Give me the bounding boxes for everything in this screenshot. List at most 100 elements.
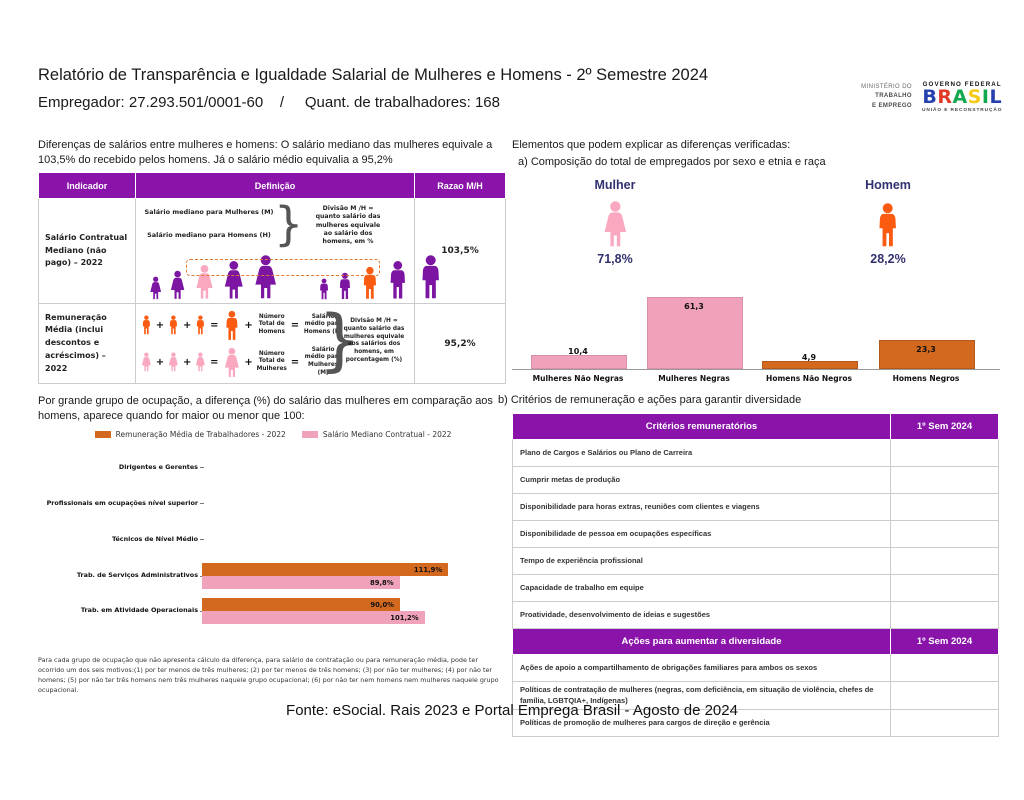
brasil-letter: R	[937, 86, 953, 109]
average-salary-label: Salário médio para Mulheres (M)	[304, 346, 342, 376]
indicator-table-header: Indicador Definição Razao M/H	[38, 172, 506, 199]
man-icon	[142, 315, 150, 335]
legend-item: Remuneração Média de Trabalhadores - 202…	[94, 430, 286, 439]
woman-icon	[141, 352, 151, 372]
criteria-text: Políticas de contratação de mulheres (ne…	[512, 681, 891, 710]
brasil-letter: I	[981, 86, 990, 109]
people-pictogram-row	[148, 254, 445, 300]
bar-value-label: 89,8%	[370, 578, 394, 587]
man-silhouette-icon	[879, 203, 897, 247]
ratio-value: 95,2%	[414, 303, 506, 384]
bar	[879, 340, 975, 369]
chart-footnote: Para cada grupo de ocupação que não apre…	[38, 656, 499, 694]
criteria-header-row: Ações para aumentar a diversidade 1º Sem …	[512, 628, 999, 655]
occupation-category-label: Trab. de Serviços Administrativos	[76, 571, 198, 579]
section-b-title: b) Critérios de remuneração e ações para…	[498, 394, 802, 406]
definition-diagram: + + = + Número Total de Homens = Salário médio…	[135, 301, 415, 384]
source-footer: Fonte: eSocial. Rais 2023 e Portal Empre…	[286, 702, 738, 719]
brace-icon: }	[318, 301, 362, 380]
ministry-line1: MINISTÉRIO DO	[861, 84, 912, 91]
period-value-cell	[890, 654, 999, 682]
chart-legend: Remuneração Média de Trabalhadores - 202…	[38, 430, 508, 439]
equals-operator: =	[210, 356, 219, 368]
woman-icon	[224, 261, 243, 299]
total-count-label: Número Total de Mulheres	[256, 350, 287, 372]
criteria-text: Disponibilidade de pessoa em ocupações e…	[512, 520, 891, 548]
bar-value-label: 10,4	[568, 347, 588, 356]
category-label: Mulheres Negras	[658, 374, 730, 383]
category-label: Mulheres Não Negras	[532, 374, 624, 383]
average-salary-label: Salário médio para Homens (H)	[303, 313, 343, 335]
plus-operator: +	[155, 356, 165, 368]
woman-icon	[169, 352, 179, 372]
criteria-text: Plano de Cargos e Salários ou Plano de C…	[512, 439, 891, 467]
men-average-formula: + + = + Número Total de Homens = Salário médio…	[140, 308, 344, 342]
bar	[531, 355, 627, 369]
plus-operator: +	[182, 319, 192, 331]
occupation-intro: Por grande grupo de ocupação, a diferenç…	[38, 395, 493, 422]
brasil-letter: A	[952, 86, 968, 109]
median-men-label: Salário mediano para Homens (H)	[147, 231, 271, 239]
woman-silhouette-icon	[604, 201, 626, 247]
ministry-line2: TRABALHO	[875, 93, 912, 100]
occupation-category-label: Dirigentes e Gerentes	[118, 462, 198, 471]
bar	[202, 562, 449, 576]
woman-icon	[255, 255, 277, 299]
indicator-name: Salário Contratual Mediano (não pago) – …	[38, 198, 136, 304]
woman-icon	[560, 198, 670, 248]
occupation-bar-chart: Dirigentes e Gerentes Profissionais em oc…	[38, 450, 508, 635]
bar	[762, 361, 858, 369]
employer-workers-line: Empregador: 27.293.501/0001-60 / Quant. …	[38, 94, 500, 111]
highlight-dashed-box	[186, 259, 380, 276]
bar	[647, 296, 743, 369]
bar	[202, 597, 400, 611]
period-value-cell	[890, 681, 999, 710]
col-definicao: Definição	[135, 172, 415, 199]
plus-operator: +	[155, 319, 165, 331]
legend-label: Remuneração Média de Trabalhadores - 202…	[115, 430, 286, 439]
section-a-title: a) Composição do total de empregados por…	[518, 156, 826, 168]
bar	[202, 575, 400, 589]
bar-value-label: 4,9	[801, 353, 817, 363]
bar-value-label: 61,3	[684, 301, 704, 311]
category-label: Homens Negros	[892, 374, 960, 383]
period-value-cell	[890, 547, 999, 575]
period-header-label: 1º Sem 2024	[890, 413, 999, 440]
period-value-cell	[890, 466, 999, 494]
woman-icon	[171, 270, 185, 299]
definition-diagram: Salário mediano para Mulheres (M) Salári…	[135, 198, 439, 304]
man-icon	[339, 272, 350, 299]
axis-tick	[200, 539, 204, 540]
equals-operator: =	[290, 319, 300, 331]
criteria-row: Cumprir metas de produção	[512, 466, 999, 494]
ministry-text: MINISTÉRIO DO TRABALHO E EMPREGO	[828, 83, 912, 111]
criteria-header-row: Critérios remuneratórios 1º Sem 2024	[512, 413, 999, 440]
men-share-block: Homem 28,2%	[833, 178, 943, 266]
brasil-letter: L	[989, 86, 1003, 109]
indicator-table: Indicador Definição Razao M/H Salário Co…	[38, 172, 506, 384]
criteria-text: Tempo de experiência profissional	[512, 547, 891, 575]
woman-icon	[196, 264, 213, 299]
plus-operator: +	[244, 356, 253, 368]
ratio-value: 103,5%	[414, 198, 506, 304]
criteria-row: Tempo de experiência profissional	[512, 547, 999, 575]
man-icon	[225, 310, 238, 340]
man-icon	[363, 266, 376, 299]
x-axis-line	[512, 369, 1000, 370]
criteria-row: Proatividade, desenvolvimento de ideias …	[512, 601, 999, 629]
criteria-text: Cumprir metas de produção	[512, 466, 891, 494]
men-percentage: 28,2%	[870, 252, 906, 266]
criteria-header-label: Ações para aumentar a diversidade	[512, 628, 891, 655]
man-icon	[390, 261, 406, 299]
criteria-table: Critérios remuneratórios 1º Sem 2024 Plano…	[512, 413, 999, 737]
legend-swatch-pink	[301, 431, 318, 438]
plus-operator: +	[244, 319, 253, 331]
explain-heading: Elementos que podem explicar as diferenç…	[512, 139, 791, 151]
women-average-formula: + + = + Número Total de Mulheres = Salário méd…	[140, 345, 344, 379]
division-note: Divisão M /H = quanto salário das mulher…	[315, 205, 381, 246]
man-icon	[319, 278, 328, 300]
man-icon	[422, 255, 439, 299]
women-share-block: Mulher 71,8%	[560, 178, 670, 266]
bar	[202, 610, 425, 624]
criteria-text: Disponibilidade para horas extras, reuni…	[512, 493, 891, 521]
